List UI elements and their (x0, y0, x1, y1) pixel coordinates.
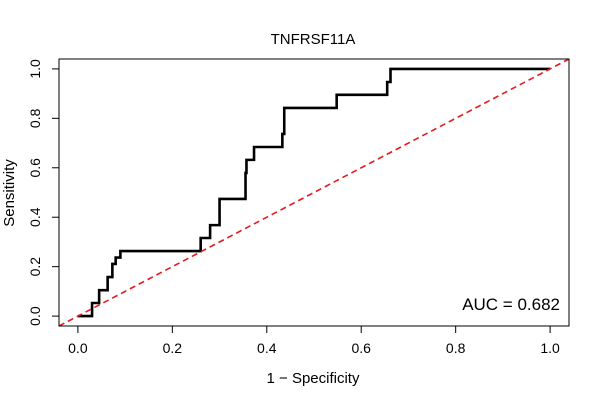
y-tick-label: 0.6 (27, 158, 43, 178)
y-axis: 0.0 0.2 0.4 0.6 0.8 1.0 (27, 59, 60, 326)
x-tick-label: 0.0 (68, 340, 88, 356)
y-tick-label: 0.4 (27, 207, 43, 227)
x-axis-title: 1 − Specificity (267, 370, 360, 387)
x-tick-label: 0.2 (163, 340, 183, 356)
y-tick-label: 0.2 (27, 257, 43, 277)
x-tick-label: 0.6 (351, 340, 371, 356)
plot-area (59, 59, 569, 326)
y-tick-label: 1.0 (27, 59, 43, 79)
chart-title: TNFRSF11A (271, 31, 356, 48)
x-axis: 0.0 0.2 0.4 0.6 0.8 1.0 (68, 325, 560, 356)
x-tick-label: 0.4 (257, 340, 277, 356)
plot-frame (58, 58, 570, 327)
auc-annotation: AUC = 0.682 (462, 295, 560, 314)
y-axis-title: Sensitivity (1, 159, 18, 227)
x-tick-label: 1.0 (540, 340, 560, 356)
y-tick-label: 0.0 (27, 306, 43, 326)
reference-diagonal-line (59, 59, 569, 326)
roc-curve-line (77, 67, 551, 318)
y-tick-label: 0.8 (27, 108, 43, 128)
x-tick-label: 0.8 (446, 340, 466, 356)
